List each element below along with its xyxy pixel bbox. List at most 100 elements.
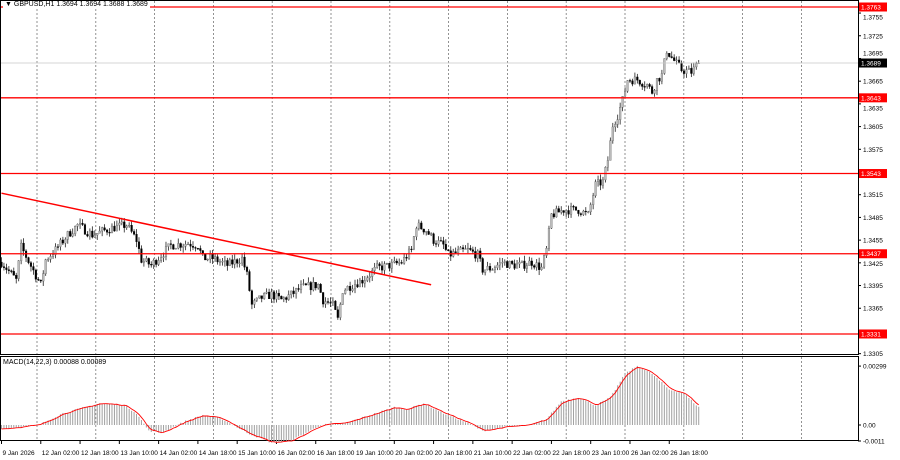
candle-body <box>341 293 344 305</box>
candle-body <box>17 260 20 279</box>
candle-body <box>272 291 276 300</box>
candle-body <box>128 225 131 227</box>
candle-body <box>194 247 197 249</box>
candle-body <box>631 80 634 85</box>
candle-body <box>614 124 617 128</box>
candle-body <box>187 243 190 246</box>
candle-body <box>638 80 641 85</box>
candle-body <box>405 257 408 259</box>
candle-body <box>388 262 391 269</box>
candle-body <box>66 231 69 240</box>
candle-body <box>425 231 428 233</box>
candle-body <box>390 262 393 269</box>
candle-body <box>223 260 226 262</box>
candle-body <box>258 295 261 299</box>
x-tick-label: 22 Jan 02:00 <box>513 450 551 457</box>
candle-body <box>334 300 337 310</box>
candle-body <box>501 262 504 264</box>
candle-body <box>665 53 668 59</box>
x-tick-label: 26 Jan 18:00 <box>670 450 708 457</box>
candle-body <box>133 231 136 235</box>
y-tick-label: 1.3305 <box>863 351 883 358</box>
candle-body <box>506 261 509 268</box>
candle-body <box>373 267 376 271</box>
candle-body <box>174 248 177 250</box>
candle-body <box>628 80 632 82</box>
candle-body <box>260 295 263 299</box>
candle-body <box>123 221 126 228</box>
candle-body <box>619 107 622 120</box>
candle-body <box>5 267 8 270</box>
candle-body <box>270 291 273 300</box>
candle-body <box>557 208 560 213</box>
candle-body <box>52 254 55 257</box>
candle-body <box>655 78 659 91</box>
candle-body <box>218 261 222 263</box>
candle-body <box>430 233 433 235</box>
candle-body <box>611 126 614 141</box>
candle-body <box>371 270 374 277</box>
candle-body <box>361 279 364 284</box>
candle-body <box>523 260 526 269</box>
candle-body <box>81 222 84 225</box>
candle-body <box>651 86 654 94</box>
candle-body <box>670 56 673 58</box>
candle-body <box>658 78 661 82</box>
candle-body <box>277 292 280 297</box>
x-tick-label: 20 Jan 02:00 <box>395 450 433 457</box>
y-tick-label: 1.3755 <box>863 15 883 22</box>
candle-body <box>469 247 472 250</box>
candle-body <box>660 73 663 82</box>
candle-body <box>15 275 18 279</box>
candle-body <box>309 282 312 291</box>
candle-body <box>570 206 573 215</box>
candle-body <box>216 256 219 263</box>
candle-body <box>653 90 656 94</box>
candle-body <box>673 57 676 61</box>
candle-body <box>415 228 418 237</box>
candle-body <box>145 258 148 262</box>
candle-body <box>221 261 224 263</box>
candle-body <box>204 253 207 261</box>
candle-body <box>74 226 77 234</box>
y-tick-label: 1.3575 <box>863 147 883 154</box>
level-price-tag <box>859 329 887 339</box>
candle-body <box>172 244 175 250</box>
candle-body <box>231 259 234 265</box>
candle-body <box>447 249 450 251</box>
candle-body <box>88 230 91 237</box>
candle-body <box>140 248 143 263</box>
x-tick-label: 20 Jan 18:00 <box>435 450 473 457</box>
candle-body <box>346 286 349 291</box>
candle-body <box>577 210 580 214</box>
candle-body <box>98 230 101 234</box>
candle-body <box>457 249 460 253</box>
candle-body <box>543 255 546 268</box>
x-tick-label: 15 Jan 10:00 <box>238 450 276 457</box>
candle-body <box>601 179 605 186</box>
macd-y-tick-label: 0.00299 <box>863 364 887 371</box>
candle-body <box>520 260 524 263</box>
triangle-down-icon[interactable]: ▼ <box>5 1 12 8</box>
macd-label: MACD(14,22,3) 0.00088 0.00089 <box>3 359 107 366</box>
candle-body <box>695 63 698 68</box>
candle-body <box>400 262 403 264</box>
candle-body <box>513 263 516 269</box>
candle-body <box>245 266 249 272</box>
trendline[interactable] <box>1 192 432 286</box>
candle-body <box>177 243 180 249</box>
candle-body <box>206 258 209 261</box>
candle-body <box>307 282 310 286</box>
candle-body <box>633 76 636 85</box>
candle-body <box>268 291 271 300</box>
candle-body <box>214 256 217 260</box>
x-tick-label: 16 Jan 18:00 <box>317 450 355 457</box>
candle-body <box>496 264 499 268</box>
candle-body <box>182 245 185 248</box>
candle-body <box>125 225 128 228</box>
candle-body <box>164 246 168 257</box>
candle-body <box>503 261 506 263</box>
current-price-label: 1.3689 <box>861 61 881 68</box>
candle-body <box>454 251 457 253</box>
